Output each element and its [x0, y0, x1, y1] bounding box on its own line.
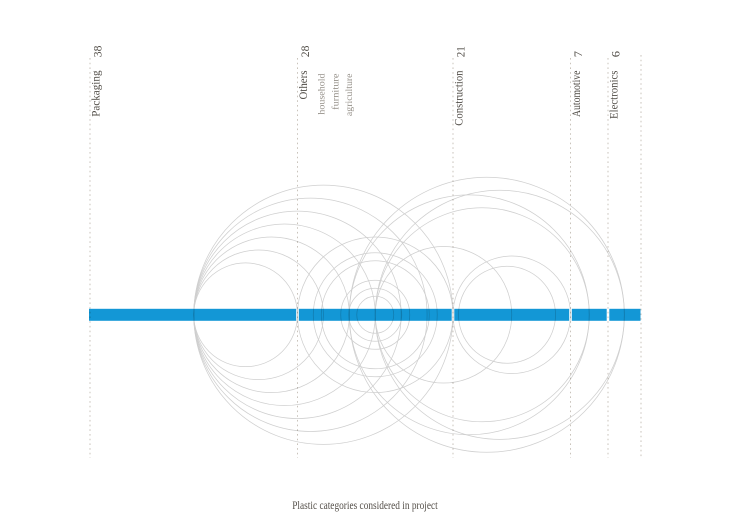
- svg-text:furniture: furniture: [331, 74, 342, 110]
- svg-text:Automotive: Automotive: [571, 71, 583, 118]
- svg-text:Electronics: Electronics: [609, 70, 621, 119]
- svg-text:21: 21: [456, 46, 468, 57]
- svg-text:agriculture: agriculture: [345, 74, 355, 117]
- svg-text:Packaging: Packaging: [91, 70, 103, 117]
- svg-text:Others: Others: [298, 70, 310, 99]
- svg-text:38: 38: [93, 45, 105, 57]
- svg-text:28: 28: [300, 45, 312, 57]
- svg-text:household: household: [318, 73, 328, 114]
- svg-text:7: 7: [573, 51, 585, 57]
- svg-text:6: 6: [611, 51, 623, 57]
- svg-text:Plastic categories considered: Plastic categories considered in project: [292, 500, 438, 512]
- svg-text:Construction: Construction: [454, 70, 466, 125]
